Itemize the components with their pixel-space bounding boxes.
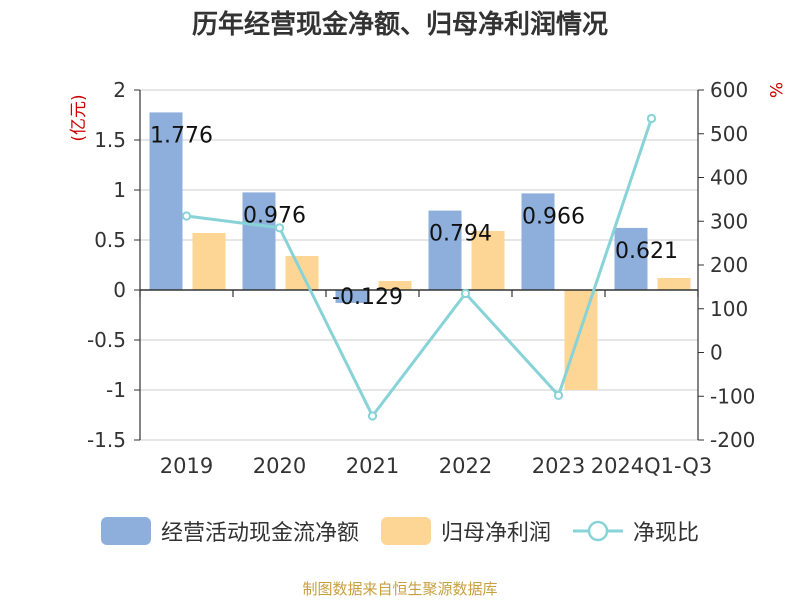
data-label-cashflow: 0.794 [429,222,492,247]
x-tick-label: 2022 [439,454,492,478]
source-note: 制图数据来自恒生聚源数据库 [302,580,498,598]
data-label-cashflow: 0.621 [615,239,678,264]
point-ratio [646,113,657,124]
y-right-tick-label: 200 [710,253,748,277]
bar-cashflow [335,290,369,303]
point-ratio [181,211,192,221]
legend: 经营活动现金流净额 归母净利润 净现比 [0,515,800,547]
data-label-cashflow: -0.129 [332,285,403,310]
y-left-axis-label: (亿元) [69,94,89,141]
legend-swatch-ratio [573,520,623,542]
point-ratio [367,411,378,421]
x-tick-label: 2020 [253,454,306,478]
bar-cashflow [521,193,555,290]
legend-label-net-profit: 归母净利润 [440,521,551,546]
bar-layer [149,112,691,390]
point-ratio [460,288,471,299]
bar-cashflow [428,210,462,290]
data-label-cashflow: 0.966 [522,204,585,229]
legend-item-ratio[interactable]: 净现比 [573,515,699,547]
y-left-tick-label: 1 [113,178,126,202]
legend-label-cashflow: 经营活动现金流净额 [160,521,359,546]
x-tick-label: 2024Q1-Q3 [591,454,713,478]
y-left-tick-label: 1.5 [94,128,126,152]
data-label-layer: 1.776 0.976 -0.129 0.794 0.966 0.621 [150,123,678,310]
bar-cashflow [242,192,276,290]
y-left-tick-label: -1.5 [87,428,126,452]
y-right-tick-label: 300 [710,209,748,233]
y-right-axis-label: % [765,82,785,98]
data-label-cashflow: 0.976 [243,203,306,228]
chart-title: 历年经营现金净额、归母净利润情况 [191,10,608,40]
bar-net-profit [657,278,691,290]
bar-net-profit [564,290,598,390]
y-left-tick-label: 2 [113,78,126,102]
legend-swatch-cashflow [100,517,151,545]
point-ratio [274,223,285,233]
y-right-tick-label: 100 [710,297,748,321]
bar-cashflow [149,112,183,291]
legend-label-ratio: 净现比 [633,521,700,546]
y-left-tick-label: 0 [113,278,126,302]
axis-layer: 2 1.5 1 0.5 0 -0.5 -1 -1.5 600 500 400 300 200 100 0 -1… [69,78,785,478]
x-tick-label: 2023 [532,454,585,478]
legend-swatch-net-profit [380,517,431,545]
y-right-tick-label: 0 [710,341,723,365]
point-ratio [553,390,564,400]
line-layer [181,113,657,421]
bar-net-profit [378,281,412,290]
legend-item-cashflow[interactable]: 经营活动现金流净额 [100,515,359,547]
legend-item-net-profit[interactable]: 归母净利润 [380,515,551,547]
bar-cashflow [614,227,648,290]
y-left-tick-label: -1 [106,378,126,402]
y-right-tick-label: 400 [710,166,748,190]
bar-net-profit [471,231,505,290]
line-ratio [186,117,653,419]
grid-layer [140,89,698,441]
y-right-tick-label: -200 [710,428,755,452]
y-right-tick-label: 600 [710,78,748,102]
bar-net-profit [192,233,226,290]
y-left-tick-label: -0.5 [87,328,126,352]
y-left-tick-label: 0.5 [94,228,126,252]
x-tick-label: 2019 [160,454,213,478]
y-right-tick-label: 500 [710,122,748,146]
y-right-tick-label: -100 [710,384,755,408]
data-label-cashflow: 1.776 [150,123,213,148]
x-tick-label: 2021 [346,454,399,478]
